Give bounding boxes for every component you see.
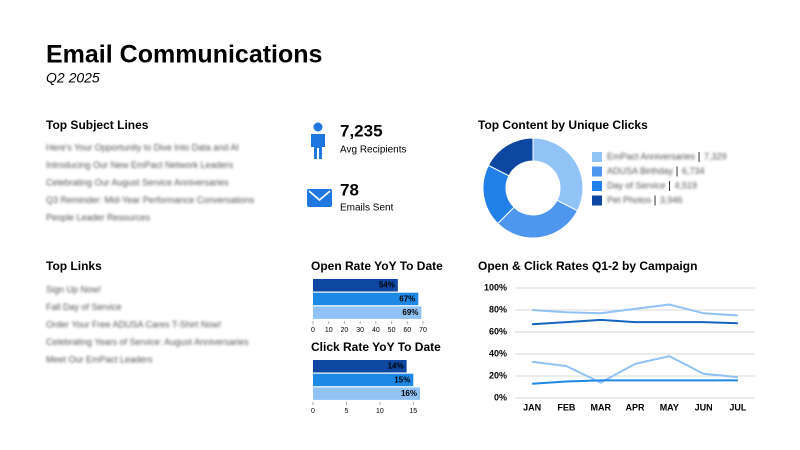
envelope-icon: [307, 189, 332, 207]
x-tick-label: JAN: [523, 402, 541, 412]
kpi-value: 7,235: [340, 121, 383, 140]
pie-slice: [532, 137, 584, 212]
legend-swatch: [592, 152, 602, 162]
x-tick-label: MAY: [660, 402, 679, 412]
legend-value: 4,519: [675, 180, 698, 190]
list-item: Celebrating Years of Service: August Ann…: [46, 337, 249, 347]
x-tick-label: 40: [372, 327, 380, 334]
list-item: Fall Day of Service: [46, 302, 122, 312]
list-item: Introducing Our New EmPact Network Leade…: [46, 160, 234, 170]
bar: [313, 279, 398, 292]
x-tick-label: 60: [403, 327, 411, 334]
series-line: [531, 355, 738, 384]
x-tick-label: 15: [409, 408, 417, 415]
person-icon: [311, 122, 325, 159]
y-tick-label: 60%: [489, 326, 507, 336]
pie-slice: [487, 137, 534, 177]
series-line: [532, 379, 738, 385]
chart-title: Open Rate YoY To Date: [311, 259, 443, 273]
legend-label: EmPact Anniversaries: [607, 151, 696, 161]
list-item: Here's Your Opportunity to Dive Into Dat…: [46, 142, 239, 152]
value-label: 14%: [388, 362, 404, 371]
list-item: People Leader Resources: [46, 212, 151, 222]
x-tick-label: 5: [344, 408, 348, 415]
x-tick-label: APR: [625, 402, 645, 412]
y-tick-label: 20%: [489, 370, 507, 380]
series-line: [532, 318, 738, 326]
legend-label: Pet Photos: [607, 195, 652, 205]
x-tick-label: 20: [341, 327, 349, 334]
bar: [313, 360, 407, 373]
legend-label: Day of Service: [607, 180, 666, 190]
legend-swatch: [592, 166, 602, 177]
x-tick-label: 50: [388, 327, 396, 334]
y-tick-label: 100%: [484, 282, 507, 292]
bar: [313, 373, 414, 387]
list-item: Order Your Free ADUSA Cares T-Shirt Now!: [46, 319, 221, 329]
bar: [313, 292, 419, 306]
value-label: 16%: [401, 389, 417, 398]
list-item: Meet Our EmPact Leaders: [46, 354, 153, 364]
x-tick-label: FEB: [557, 402, 576, 412]
y-tick-label: 0%: [494, 392, 507, 402]
x-tick-label: 0: [311, 327, 315, 334]
value-label: 67%: [399, 294, 415, 303]
x-tick-label: JUN: [695, 402, 713, 412]
series-line: [532, 303, 738, 317]
bar: [313, 306, 422, 319]
x-tick-label: 30: [356, 327, 364, 334]
x-tick-label: 10: [325, 327, 333, 334]
chart-title: Click Rate YoY To Date: [311, 340, 441, 354]
value-label: 15%: [394, 375, 410, 384]
title: Email Communications: [46, 41, 322, 69]
legend-label: ADUSA Birthday: [607, 166, 674, 176]
subtitle: Q2 2025: [46, 70, 100, 86]
y-tick-label: 40%: [489, 348, 507, 358]
value-label: 69%: [402, 308, 418, 317]
y-tick-label: 80%: [489, 304, 507, 314]
x-tick-label: 0: [311, 408, 315, 415]
kpi-label: Avg Recipients: [340, 145, 407, 156]
x-tick-label: 10: [376, 408, 384, 415]
legend-value: 6,734: [682, 166, 705, 176]
section-title: Top Subject Lines: [46, 118, 149, 132]
list-item: Sign Up Now!: [46, 284, 101, 294]
x-tick-label: JUL: [729, 402, 747, 412]
list-item: Q3 Reminder: Mid-Year Performance Conver…: [46, 195, 255, 205]
kpi-label: Emails Sent: [340, 203, 394, 214]
chart-title: Top Content by Unique Clicks: [478, 118, 648, 132]
legend-swatch: [592, 181, 602, 191]
value-label: 54%: [379, 281, 395, 290]
section-title: Top Links: [46, 259, 102, 273]
list-item: Celebrating Our August Service Anniversa…: [46, 177, 229, 187]
legend-value: 7,329: [704, 151, 727, 161]
legend-value: 3,946: [660, 195, 683, 205]
x-tick-label: MAR: [590, 402, 611, 412]
chart-title: Open & Click Rates Q1-2 by Campaign: [478, 259, 697, 273]
legend-swatch: [592, 195, 602, 206]
kpi-value: 78: [340, 180, 359, 199]
x-tick-label: 70: [419, 327, 427, 334]
bar: [313, 387, 420, 400]
